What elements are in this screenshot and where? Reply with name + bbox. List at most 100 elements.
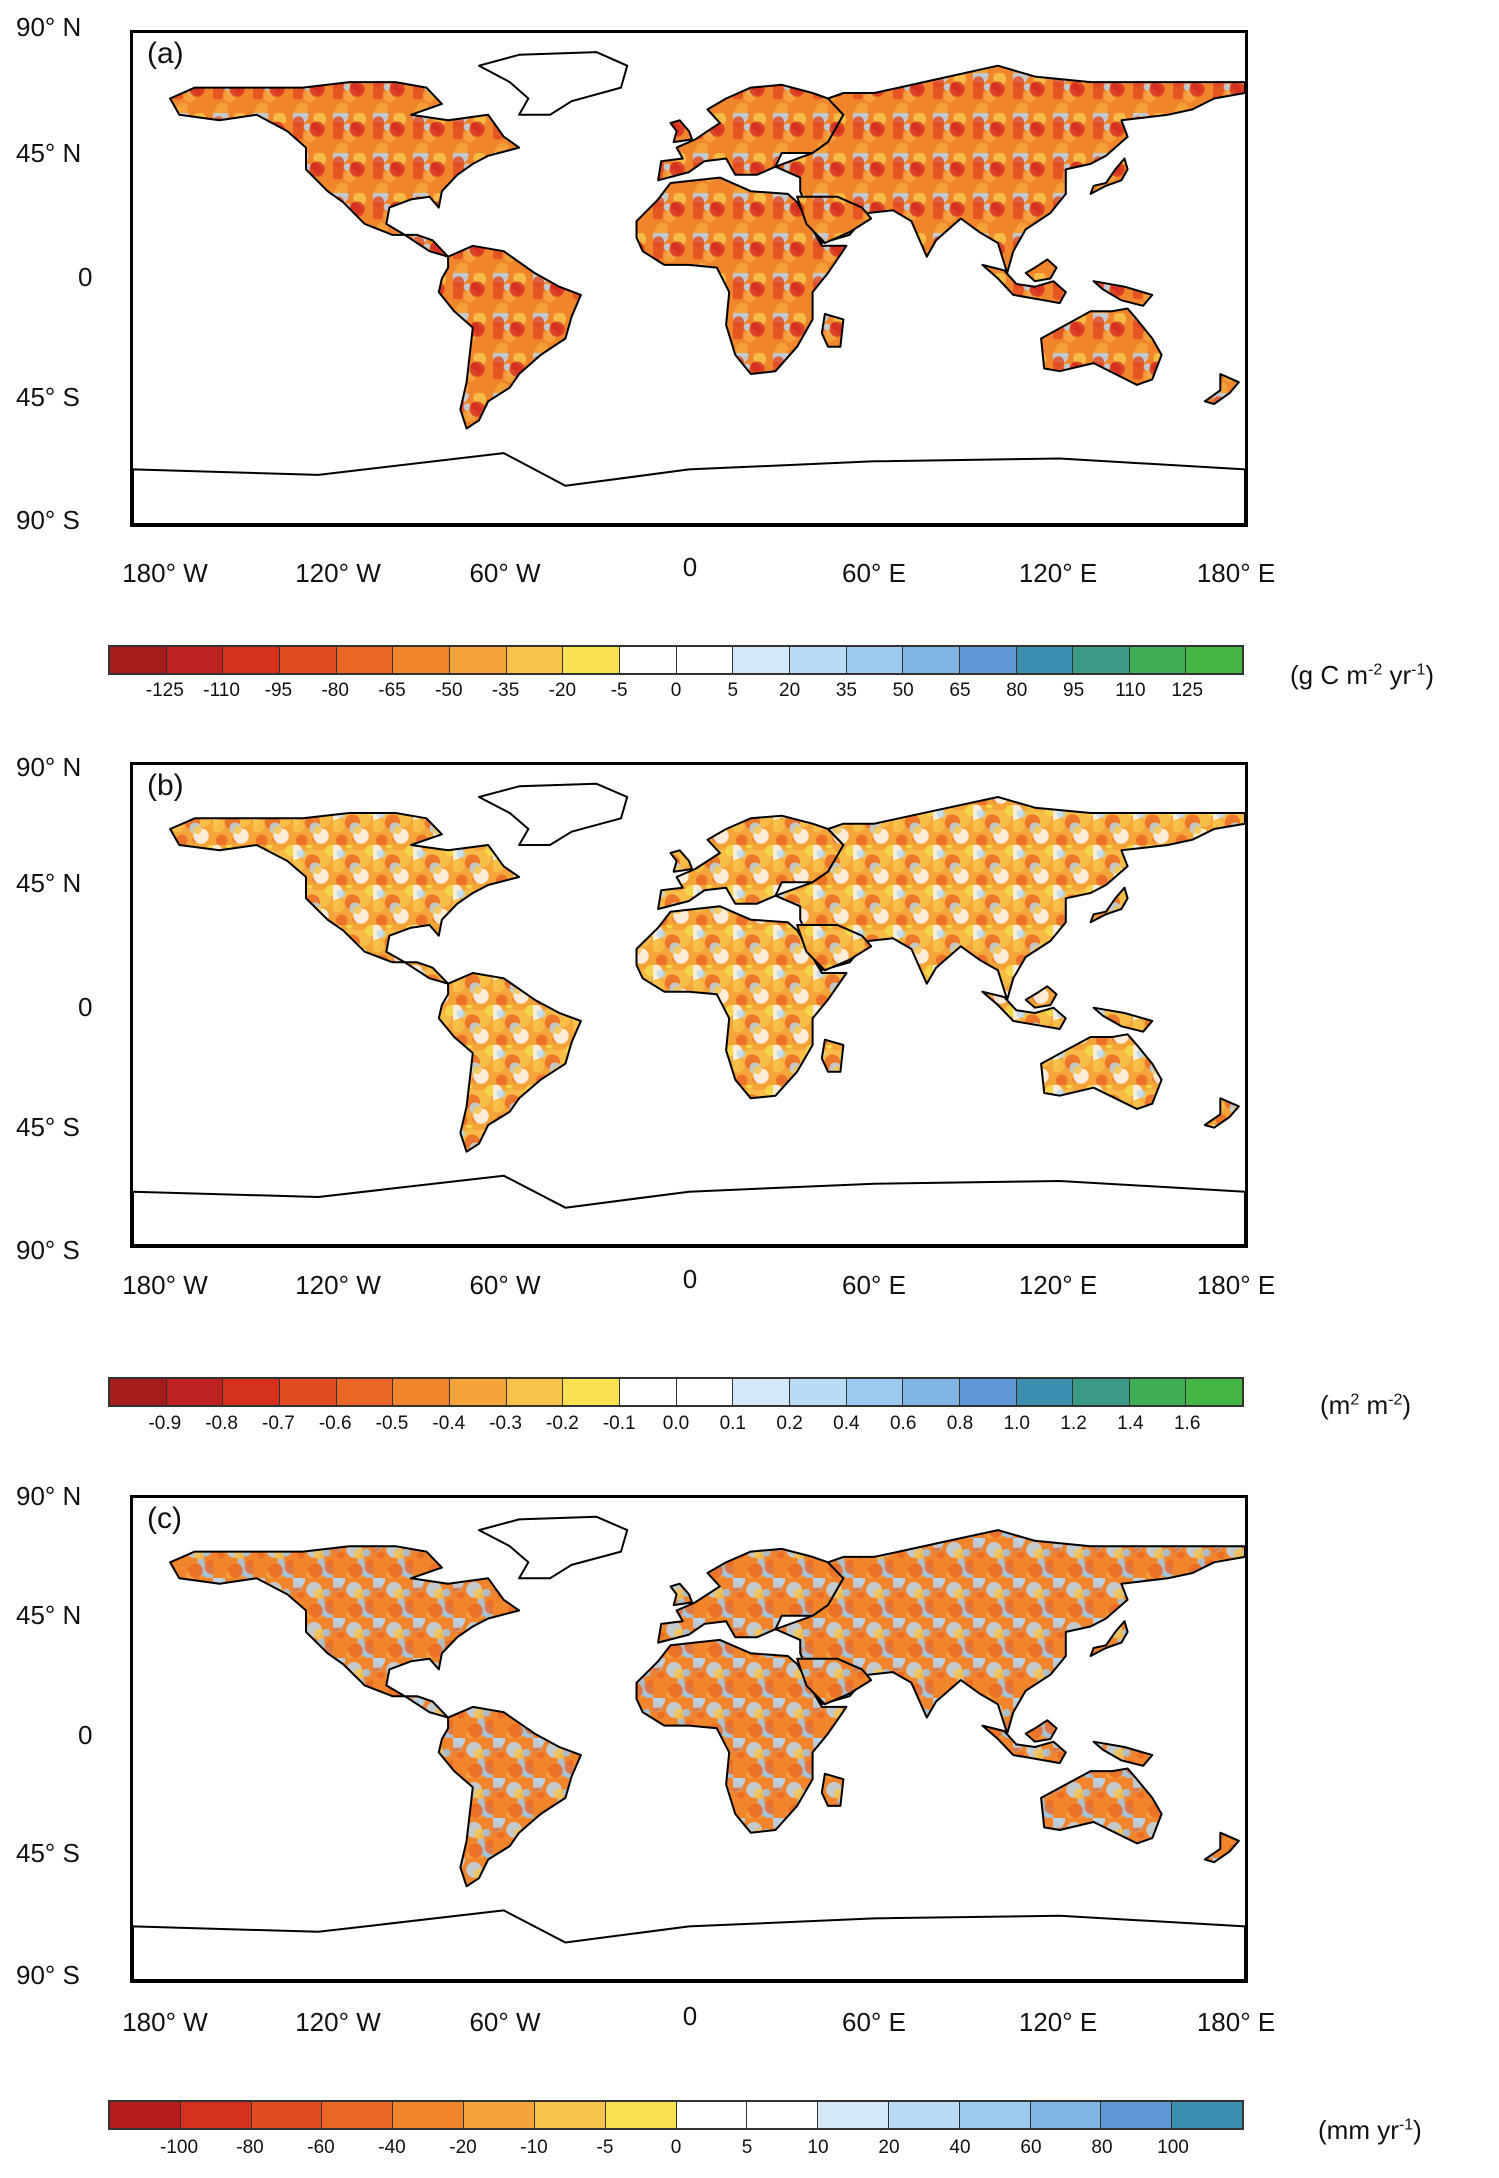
colorbar-tick-label: 20 bbox=[779, 680, 801, 701]
colorbar-segment bbox=[180, 2102, 252, 2128]
colorbar-segment bbox=[733, 1379, 790, 1405]
landmass bbox=[478, 782, 629, 846]
colorbar-b bbox=[108, 1377, 1244, 1407]
colorbar-segment bbox=[1016, 647, 1074, 673]
colorbar-segment bbox=[1129, 1379, 1187, 1405]
landmass bbox=[669, 849, 694, 873]
lat-label-0: 0 bbox=[78, 262, 93, 292]
colorbar-tick-label: -0.4 bbox=[432, 1413, 466, 1434]
lon-label-180w: 180° W bbox=[122, 2007, 208, 2037]
world-map-a bbox=[133, 51, 1245, 524]
colorbar-segment bbox=[676, 2102, 748, 2128]
colorbar-segment bbox=[563, 647, 620, 673]
colorbar-segment bbox=[1101, 2102, 1173, 2128]
landmass bbox=[774, 1529, 1245, 1735]
colorbar-segment bbox=[393, 647, 450, 673]
colorbar-tick-label: -0.9 bbox=[148, 1413, 182, 1434]
colorbar-segment bbox=[223, 647, 280, 673]
lon-label-60e: 60° E bbox=[842, 2007, 906, 2037]
landmass bbox=[1040, 1033, 1163, 1110]
colorbar-tick-label: -0.3 bbox=[489, 1413, 522, 1434]
panel-label-a: (a) bbox=[147, 37, 184, 70]
colorbar-tick-label: -50 bbox=[435, 680, 463, 701]
colorbar-tick-label: 1.0 bbox=[1003, 1413, 1031, 1434]
lon-label-60e: 60° E bbox=[842, 1270, 906, 1300]
colorbar-segment bbox=[1030, 2102, 1102, 2128]
colorbar-segment bbox=[1129, 647, 1187, 673]
colorbar-segment bbox=[1186, 1379, 1243, 1405]
colorbar-segment bbox=[747, 2102, 819, 2128]
landmass bbox=[981, 990, 1067, 1030]
landmass bbox=[478, 51, 629, 116]
colorbar-segment bbox=[110, 2102, 181, 2128]
colorbar-tick-label: -0.5 bbox=[375, 1413, 409, 1434]
landmass-antarctica bbox=[133, 1174, 1245, 1245]
colorbar-tick-label: -0.7 bbox=[262, 1413, 295, 1434]
colorbar-tick-label: 10 bbox=[807, 2137, 829, 2158]
lat-label-90n: 90° N bbox=[16, 12, 82, 42]
colorbar-segment bbox=[1073, 647, 1130, 673]
landmass bbox=[774, 796, 1245, 1001]
landmass bbox=[1092, 1740, 1154, 1767]
colorbar-segment bbox=[846, 1379, 904, 1405]
landmass bbox=[169, 812, 521, 985]
colorbar-tick-label: 40 bbox=[949, 2137, 971, 2158]
landmass bbox=[1092, 1006, 1154, 1033]
lon-label-0: 0 bbox=[682, 2001, 698, 2031]
lat-label-90n: 90° N bbox=[16, 1481, 82, 1511]
colorbar-segment bbox=[110, 647, 167, 673]
colorbar-segment bbox=[676, 647, 734, 673]
colorbar-tick-label: -40 bbox=[378, 2137, 406, 2158]
colorbar-tick-label: -5 bbox=[610, 680, 628, 701]
colorbar-segment bbox=[903, 647, 960, 673]
lat-label-45s: 45° S bbox=[16, 1838, 80, 1868]
unit-label-b: (m2 m-2) bbox=[1320, 1390, 1412, 1420]
colorbar-tick-label: 20 bbox=[878, 2137, 900, 2158]
colorbar-tick-label: -110 bbox=[203, 680, 240, 701]
landmass bbox=[635, 176, 848, 375]
colorbar-tick-label: 60 bbox=[1020, 2137, 1042, 2158]
colorbar-tick-label: -35 bbox=[491, 680, 520, 701]
landmass bbox=[796, 1657, 873, 1706]
colorbar-segment bbox=[959, 1379, 1017, 1405]
colorbar-tick-label: 125 bbox=[1171, 680, 1204, 701]
landmass bbox=[657, 814, 845, 910]
lat-label-0: 0 bbox=[78, 1720, 93, 1750]
landmass bbox=[1040, 307, 1163, 386]
landmass bbox=[635, 1638, 848, 1834]
colorbar-tick-label: -65 bbox=[378, 680, 406, 701]
lon-label-0: 0 bbox=[682, 1264, 698, 1294]
landmass bbox=[981, 263, 1067, 305]
lat-label-0: 0 bbox=[78, 992, 93, 1022]
colorbar-tick-label: 0.6 bbox=[889, 1413, 917, 1434]
colorbar-segment bbox=[1186, 647, 1243, 673]
colorbar-segment bbox=[279, 1379, 337, 1405]
landmass bbox=[1089, 886, 1129, 924]
colorbar-tick-label: 1.4 bbox=[1117, 1413, 1144, 1434]
landmass bbox=[1089, 157, 1129, 195]
colorbar-tick-label: -20 bbox=[449, 2137, 477, 2158]
colorbar-segment bbox=[393, 1379, 450, 1405]
landmass bbox=[796, 924, 873, 972]
colorbar-segment bbox=[789, 647, 847, 673]
colorbar-segment bbox=[733, 647, 790, 673]
lon-label-120w: 120° W bbox=[295, 2007, 381, 2037]
colorbar-tick-label: -0.6 bbox=[318, 1413, 352, 1434]
landmass bbox=[1024, 985, 1058, 1009]
colorbar-tick-label: -95 bbox=[264, 680, 293, 701]
colorbar-tick-label: -60 bbox=[307, 2137, 335, 2158]
colorbar-segment bbox=[959, 647, 1017, 673]
landmass bbox=[1092, 280, 1154, 307]
colorbar-tick-label: 0.8 bbox=[946, 1413, 974, 1434]
lon-label-180e: 180° E bbox=[1196, 558, 1276, 588]
colorbar-tick-label: -0.2 bbox=[546, 1413, 579, 1434]
colorbar-c bbox=[108, 2100, 1244, 2130]
colorbar-segment bbox=[1172, 2102, 1242, 2128]
landmass bbox=[657, 83, 845, 182]
lon-label-60w: 60° W bbox=[469, 1270, 541, 1300]
landmass bbox=[1089, 1620, 1129, 1657]
colorbar-tick-label: 95 bbox=[1063, 680, 1085, 701]
colorbar-tick-label: 1.6 bbox=[1173, 1413, 1201, 1434]
lon-label-180w: 180° W bbox=[122, 558, 208, 588]
landmass bbox=[1024, 1719, 1058, 1743]
